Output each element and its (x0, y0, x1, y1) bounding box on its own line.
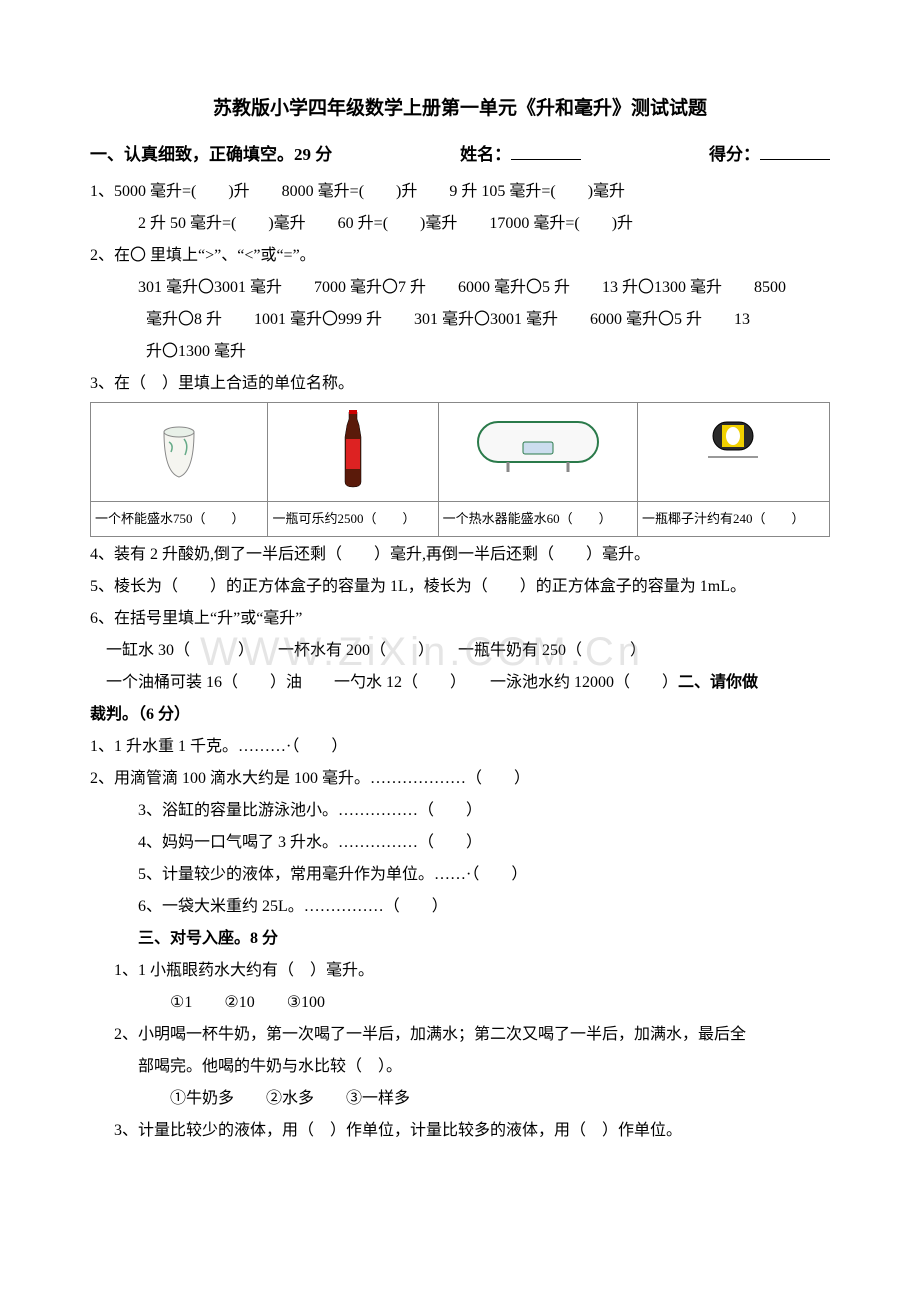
q4: 4、装有 2 升酸奶,倒了一半后还剩（ ）毫升,再倒一半后还剩（ ）毫升。 (90, 539, 830, 571)
q1-line2: 2 升 50 毫升=( )毫升 60 升=( )毫升 17000 毫升=( )升 (90, 208, 830, 240)
name-blank (511, 142, 581, 160)
s2-l5: 5、计量较少的液体，常用毫升作为单位。……·（ ） (90, 859, 830, 891)
q3-img-cola (268, 403, 438, 502)
s2-l6: 6、一袋大米重约 25L。……………（ ） (90, 891, 830, 923)
s3-q2a: 2、小明喝一杯牛奶，第一次喝了一半后，加满水；第二次又喝了一半后，加满水，最后全 (90, 1019, 830, 1051)
q1-line1: 1、5000 毫升=( )升 8000 毫升=( )升 9 升 105 毫升=(… (90, 176, 830, 208)
section2-lead: 二、请你做 (678, 674, 758, 691)
section1-header: 一、认真细致，正确填空。29 分 姓名： 得分： (90, 138, 830, 172)
q6-intro: 6、在括号里填上“升”或“毫升” (90, 603, 830, 635)
q6-r2a: 一个油桶可装 16（ ）油 一勺水 12（ ） 一泳池水约 12000（ ） (106, 674, 678, 691)
section2-tail: 裁判。（6 分） (90, 699, 830, 731)
score-blank (760, 142, 830, 160)
name-label: 姓名： (460, 145, 511, 164)
page-title: 苏教版小学四年级数学上册第一单元《升和毫升》测试试题 (90, 90, 830, 128)
s2-l2: 2、用滴管滴 100 滴水大约是 100 毫升。………………（ ） (90, 763, 830, 795)
s3-q3: 3、计量比较少的液体，用（ ）作单位，计量比较多的液体，用（ ）作单位。 (90, 1115, 830, 1147)
s3-q1-opts: ①1 ②10 ③100 (90, 987, 830, 1019)
q3-img-heater (438, 403, 637, 502)
q2-line2: 毫升〇8 升 1001 毫升〇999 升 301 毫升〇3001 毫升 6000… (90, 304, 830, 336)
s2-l1: 1、1 升水重 1 千克。………·（ ） (90, 731, 830, 763)
q2-intro: 2、在〇 里填上“>”、“<”或“=”。 (90, 240, 830, 272)
q3-cap-1: 一瓶可乐约2500（ ） (268, 502, 438, 537)
q3-cap-3: 一瓶椰子汁约有240（ ） (637, 502, 829, 537)
q6-r2: 一个油桶可装 16（ ）油 一勺水 12（ ） 一泳池水约 12000（ ）二、… (90, 667, 830, 699)
s3-q2b: 部喝完。他喝的牛奶与水比较（ ）。 (90, 1051, 830, 1083)
q3-image-table: 一个杯能盛水750（ ） 一瓶可乐约2500（ ） 一个热水器能盛水60（ ） … (90, 402, 830, 537)
s2-l3: 3、浴缸的容量比游泳池小。……………（ ） (90, 795, 830, 827)
section3-title: 三、对号入座。8 分 (90, 923, 830, 955)
q2-line3: 升〇1300 毫升 (90, 336, 830, 368)
q6-r1: 一缸水 30（ ） 一杯水有 200（ ） 一瓶牛奶有 250（ ） (90, 635, 830, 667)
q3-img-cup (91, 403, 268, 502)
q3-cap-0: 一个杯能盛水750（ ） (91, 502, 268, 537)
section1-label: 一、认真细致，正确填空。29 分 (90, 138, 332, 172)
q3-img-coconut (637, 403, 829, 502)
q3-intro: 3、在（ ）里填上合适的单位名称。 (90, 368, 830, 400)
s2-l4: 4、妈妈一口气喝了 3 升水。……………（ ） (90, 827, 830, 859)
q3-cap-2: 一个热水器能盛水60（ ） (438, 502, 637, 537)
q2-line1: 301 毫升〇3001 毫升 7000 毫升〇7 升 6000 毫升〇5 升 1… (90, 272, 830, 304)
score-label: 得分： (709, 145, 760, 164)
s3-q2-opts: ①牛奶多 ②水多 ③一样多 (90, 1083, 830, 1115)
s3-q1: 1、1 小瓶眼药水大约有（ ）毫升。 (90, 955, 830, 987)
q5: 5、棱长为（ ）的正方体盒子的容量为 1L，棱长为（ ）的正方体盒子的容量为 1… (90, 571, 830, 603)
